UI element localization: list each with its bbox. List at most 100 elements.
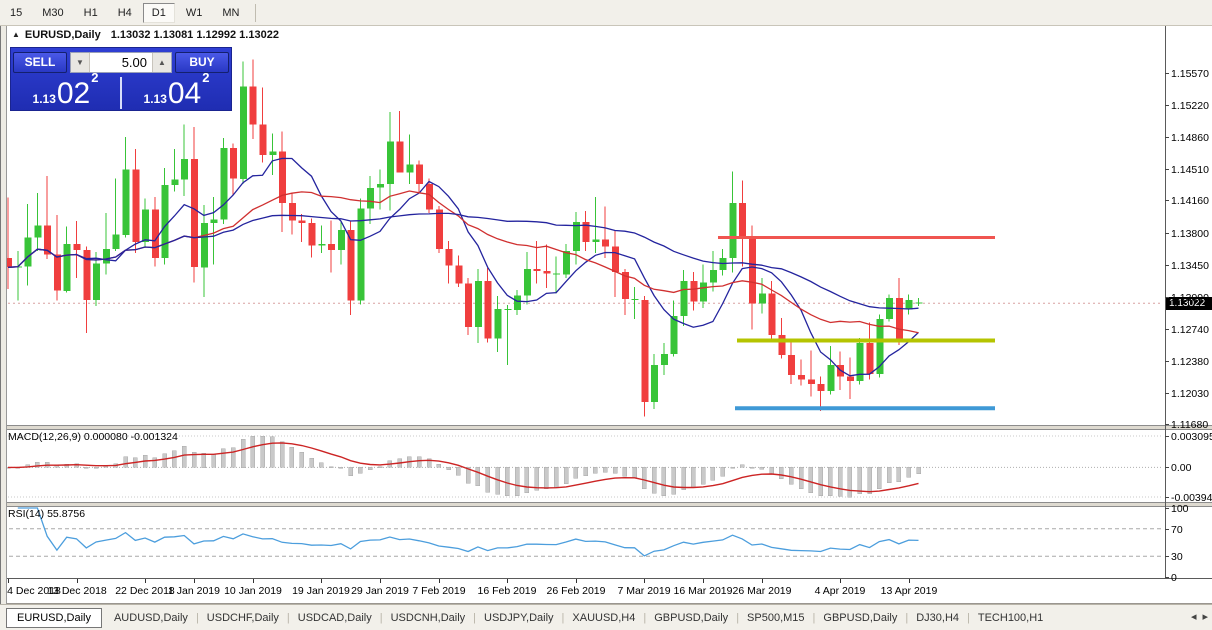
time-axis-label: 26 Feb 2019 [546,585,606,597]
symbol-tab-usdcnh-4[interactable]: USDCNH,Daily [390,611,466,624]
symbol-tab-sp500-8[interactable]: SP500,M15 [747,611,805,624]
time-axis-tick [840,579,841,583]
timeframe-button-m30[interactable]: M30 [33,3,72,23]
rsi-line [17,507,919,557]
symbol-tab-bar: EURUSD,Daily AUDUSD,Daily | USDCHF,Daily | US… [0,604,1212,630]
price-axis-tick [1165,424,1169,425]
symbol-tab-dj30-10[interactable]: DJ30,H4 [916,611,960,624]
price-axis-tick [1165,361,1169,362]
price-axis-tick [1165,329,1169,330]
tab-separator: | [812,611,816,624]
price-axis-label: 1.15220 [1171,100,1209,112]
rsi-axis-tick [1165,529,1169,530]
price-axis-label: 1.12030 [1171,388,1209,400]
macd-axis-label: 0.00 [1171,462,1192,474]
symbol-tab-tech100-11[interactable]: TECH100,H1 [977,611,1044,624]
time-axis-tick [507,579,508,583]
sell-price-pips: 02 [56,77,91,110]
symbol-tab-eurusd-0[interactable]: EURUSD,Daily [6,607,102,628]
price-axis-label: 1.14510 [1171,164,1209,176]
volume-decrease-button[interactable]: ▼ [71,52,90,72]
price-axis-label: 1.11680 [1171,419,1209,431]
moving-average-44 [7,212,919,310]
pane-separator[interactable] [0,425,1212,430]
symbol-tab-usdjpy-5[interactable]: USDJPY,Daily [484,611,554,624]
price-axis-border [1165,26,1166,579]
price-axis-label: 1.15570 [1171,68,1209,80]
time-axis-tick [321,579,322,583]
time-axis-label: 13 Apr 2019 [880,585,938,597]
window-bottom-border [0,603,1212,604]
buy-price-display[interactable]: 1.13 04 2 [122,70,231,111]
price-axis-tick [1165,73,1169,74]
tabs-scroll-left-icon[interactable]: ◂ [1190,611,1197,623]
time-axis-label: 13 Dec 2018 [47,585,107,597]
buy-price-point: 2 [202,70,210,85]
rsi-indicator-pane[interactable] [0,505,1165,578]
timeframe-button-h1[interactable]: H1 [75,3,107,23]
time-axis: 4 Dec 2018 13 Dec 2018 22 Dec 2018 1 Jan 20… [0,579,1165,603]
price-axis-tick [1165,137,1169,138]
window-frame[interactable] [1,26,6,604]
time-axis-border [0,578,1212,579]
macd-indicator-pane[interactable] [0,428,1165,502]
volume-increase-button[interactable]: ▲ [152,52,171,72]
time-axis-label: 19 Jan 2019 [292,585,350,597]
time-axis-label: 7 Mar 2019 [617,585,671,597]
time-axis-label: 4 Dec 2018 [7,585,61,597]
tab-separator: | [473,611,477,624]
sell-price-prefix: 1.13 [32,92,56,106]
time-axis-tick [703,579,704,583]
rsi-axis-tick [1165,556,1169,557]
price-axis-label: 1.14860 [1171,132,1209,144]
pane-separator[interactable] [0,502,1212,507]
timeframe-button-15[interactable]: 15 [1,3,31,23]
time-axis-label: 4 Apr 2019 [814,585,866,597]
time-axis-tick [380,579,381,583]
candlestick-chart[interactable] [0,26,1165,425]
symbol-tab-audusd-1[interactable]: AUDUSD,Daily [113,611,188,624]
tabs-scroll-right-icon[interactable]: ▸ [1202,611,1208,623]
rsi-axis-label: 70 [1171,524,1183,536]
timeframe-button-w1[interactable]: W1 [177,3,212,23]
sell-price-display[interactable]: 1.13 02 2 [11,70,120,111]
price-axis-label: 1.13800 [1171,228,1209,240]
macd-axis-tick [1165,436,1169,437]
tab-separator: | [286,611,290,624]
sell-price-point: 2 [91,70,99,85]
macd-axis-label: 0.003095 [1171,431,1212,443]
volume-input[interactable] [90,52,152,72]
time-axis-label: 26 Mar 2019 [732,585,792,597]
symbol-tab-xauusd-6[interactable]: XAUUSD,H4 [572,611,636,624]
timeframe-button-d1[interactable]: D1 [142,2,175,23]
symbol-tab-usdcad-3[interactable]: USDCAD,Daily [297,611,372,624]
rsi-axis-tick [1165,508,1169,509]
timeframe-button-h4[interactable]: H4 [109,3,141,23]
tab-separator: | [905,611,909,624]
rsi-axis-label: 30 [1171,551,1183,563]
timeframe-toolbar: 15 M30 H1 H4 D1 W1 MN [0,0,1212,26]
chart-ohlc-values: 1.13032 1.13081 1.12992 1.13022 [110,29,279,41]
chart-window: ▲ EURUSD,Daily 1.13032 1.13081 1.12992 1.1… [0,26,1212,604]
symbol-tab-gbpusd-9[interactable]: GBPUSD,Daily [823,611,898,624]
time-axis-label: 22 Dec 2018 [115,585,175,597]
price-axis-tick [1165,105,1169,106]
buy-button[interactable]: BUY [175,51,229,73]
time-axis-tick [762,579,763,583]
tab-separator: | [195,611,199,624]
price-axis-tick [1165,233,1169,234]
one-click-trading-panel: SELL ▼ ▲ BUY 1.13 02 2 1.13 04 2 [10,47,232,111]
time-axis-tick [576,579,577,583]
macd-axis-tick [1165,497,1169,498]
rsi-axis-tick [1165,577,1169,578]
symbol-tab-gbpusd-7[interactable]: GBPUSD,Daily [654,611,729,624]
sell-button[interactable]: SELL [13,51,67,73]
time-axis-label: 1 Jan 2019 [168,585,220,597]
time-axis-label: 16 Feb 2019 [477,585,537,597]
tab-separator: | [736,611,740,624]
timeframe-button-mn[interactable]: MN [213,3,248,23]
time-axis-tick [253,579,254,583]
symbol-tab-usdchf-2[interactable]: USDCHF,Daily [206,611,279,624]
macd-label: MACD(12,26,9) 0.000080 -0.001324 [8,431,178,443]
